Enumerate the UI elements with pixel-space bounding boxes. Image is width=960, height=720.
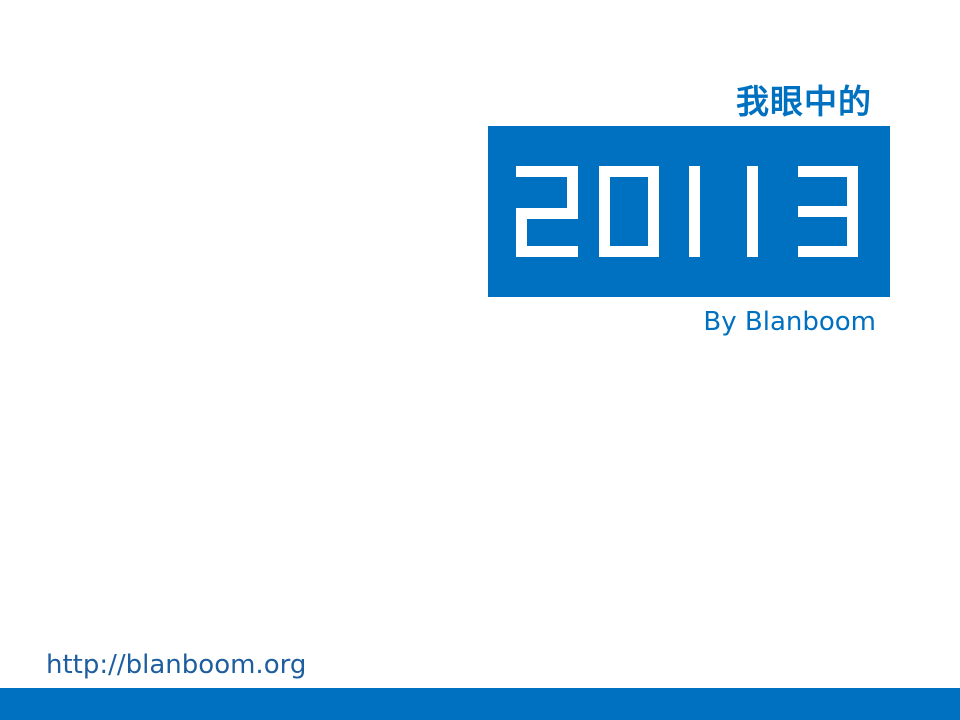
year-banner: 2013 — [488, 126, 890, 297]
author-credit: By Blanboom — [703, 307, 876, 337]
slide-subtitle: 我眼中的 — [736, 82, 872, 121]
year-label: 2013 — [488, 126, 890, 297]
year-digits-graphic — [516, 166, 858, 257]
footer-bar — [0, 688, 960, 720]
site-url[interactable]: http://blanboom.org — [46, 650, 307, 680]
